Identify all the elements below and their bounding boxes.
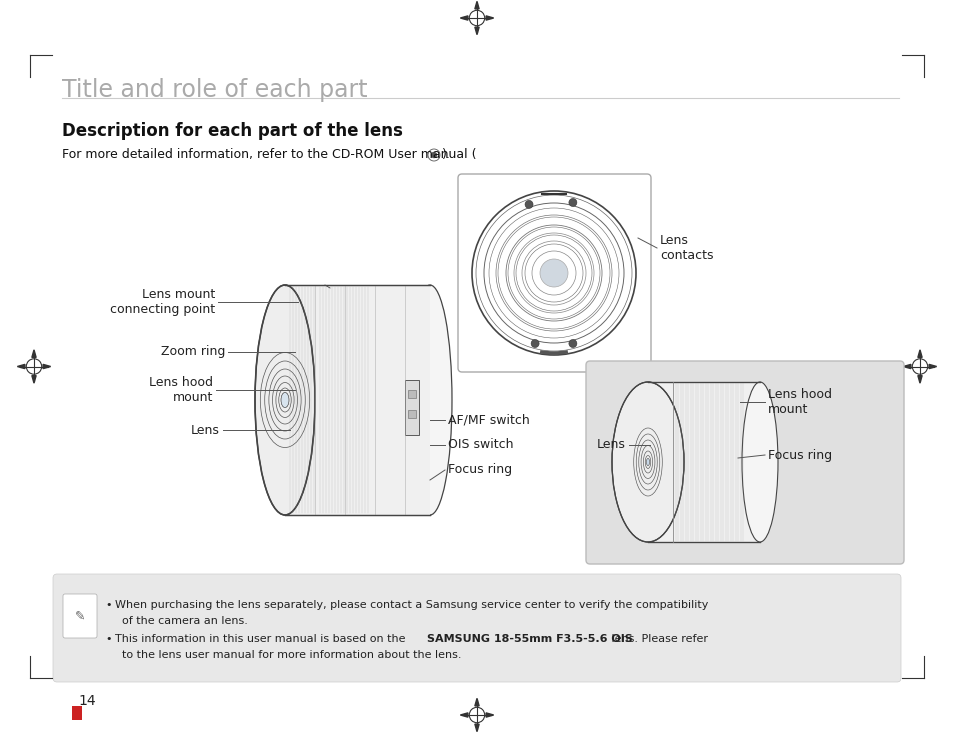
Polygon shape <box>31 375 36 383</box>
Text: •: • <box>105 600 112 610</box>
Text: of the camera an lens.: of the camera an lens. <box>115 616 248 626</box>
Ellipse shape <box>646 459 649 465</box>
Polygon shape <box>486 16 493 20</box>
Text: When purchasing the lens separately, please contact a Samsung service center to : When purchasing the lens separately, ple… <box>115 600 708 610</box>
Polygon shape <box>917 350 922 358</box>
Text: lens. Please refer: lens. Please refer <box>607 634 707 644</box>
Ellipse shape <box>612 382 683 542</box>
Polygon shape <box>917 375 922 383</box>
FancyBboxPatch shape <box>63 594 97 638</box>
Text: Description for each part of the lens: Description for each part of the lens <box>62 122 402 140</box>
Polygon shape <box>43 364 51 369</box>
Polygon shape <box>647 382 760 542</box>
Text: Lens: Lens <box>597 438 625 452</box>
Polygon shape <box>902 364 910 369</box>
FancyBboxPatch shape <box>53 574 900 682</box>
Text: Lens mount
connecting point: Lens mount connecting point <box>110 288 214 316</box>
Text: This information in this user manual is based on the: This information in this user manual is … <box>115 634 409 644</box>
Circle shape <box>431 152 436 158</box>
Ellipse shape <box>281 392 289 408</box>
Polygon shape <box>928 364 936 369</box>
Text: •: • <box>105 634 112 644</box>
Text: Lens hood
mount: Lens hood mount <box>767 388 831 416</box>
Text: Title and role of each part: Title and role of each part <box>62 78 367 102</box>
Text: ).: ). <box>441 148 451 161</box>
Circle shape <box>539 259 567 287</box>
Polygon shape <box>475 724 478 732</box>
Polygon shape <box>31 350 36 358</box>
Ellipse shape <box>741 382 778 542</box>
Circle shape <box>568 339 577 347</box>
Bar <box>408 390 416 398</box>
FancyBboxPatch shape <box>457 174 650 372</box>
Bar <box>405 380 418 435</box>
Text: ✎: ✎ <box>74 610 85 622</box>
Polygon shape <box>17 364 25 369</box>
Polygon shape <box>460 16 467 20</box>
Circle shape <box>568 199 577 207</box>
Circle shape <box>524 200 533 208</box>
Text: to the lens user manual for more information about the lens.: to the lens user manual for more informa… <box>115 650 461 660</box>
Text: Lens
contacts: Lens contacts <box>659 234 713 262</box>
Bar <box>408 410 416 418</box>
FancyBboxPatch shape <box>585 361 903 564</box>
Ellipse shape <box>408 285 452 515</box>
Text: Lens hood
mount: Lens hood mount <box>149 376 213 404</box>
Text: For more detailed information, refer to the CD-ROM User manual (: For more detailed information, refer to … <box>62 148 476 161</box>
Text: AF/MF switch: AF/MF switch <box>448 413 529 427</box>
Circle shape <box>531 339 538 347</box>
Text: Lens: Lens <box>191 424 220 436</box>
Text: SAMSUNG 18-55mm F3.5-5.6 OIS: SAMSUNG 18-55mm F3.5-5.6 OIS <box>427 634 632 644</box>
Text: Zoom ring: Zoom ring <box>160 345 225 358</box>
Ellipse shape <box>254 285 314 515</box>
Polygon shape <box>486 713 493 717</box>
Polygon shape <box>285 285 430 515</box>
Polygon shape <box>475 1 478 9</box>
Text: OIS switch: OIS switch <box>448 438 513 452</box>
Polygon shape <box>475 699 478 706</box>
Polygon shape <box>460 713 467 717</box>
Text: Focus ring: Focus ring <box>448 463 512 476</box>
Polygon shape <box>475 27 478 34</box>
Bar <box>71 706 82 720</box>
Text: 14: 14 <box>78 694 95 708</box>
Text: Focus ring: Focus ring <box>767 449 831 462</box>
